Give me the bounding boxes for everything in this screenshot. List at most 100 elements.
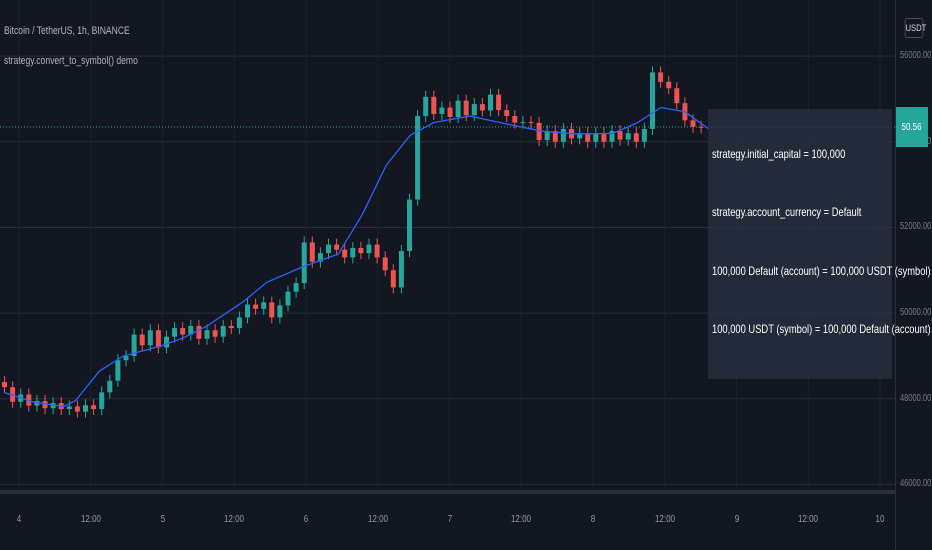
candle-body	[139, 334, 145, 346]
candle-body	[471, 104, 477, 116]
info-line-initial-capital: strategy.initial_capital = 100,000	[712, 147, 846, 161]
candle	[164, 330, 169, 354]
price-tick-label: 52000.00	[900, 221, 932, 233]
symbol-title[interactable]: Bitcoin / TetherUS, 1h, BINANCE	[4, 25, 130, 37]
candle-body	[552, 131, 558, 142]
candle-body	[83, 405, 88, 412]
candle-body	[520, 122, 526, 124]
candle-body	[666, 81, 672, 89]
candle	[253, 298, 259, 315]
candle	[374, 238, 380, 264]
candle-body	[107, 380, 113, 393]
time-tick-label: 12:00	[654, 514, 675, 525]
candle	[528, 116, 534, 129]
candle	[439, 101, 445, 120]
candle	[285, 285, 291, 312]
price-tick-label: 48000.00	[900, 392, 932, 404]
candle-body	[415, 116, 421, 200]
candle	[577, 127, 583, 145]
candle-body	[155, 330, 161, 348]
candle-body	[285, 291, 291, 306]
candle-body	[593, 133, 599, 142]
candle	[196, 319, 202, 345]
candle	[236, 311, 242, 335]
candle	[650, 66, 655, 135]
candle	[407, 193, 412, 257]
candle	[83, 399, 88, 418]
price-tick-label: 50000.00	[900, 307, 932, 319]
candle-body	[528, 122, 534, 124]
price-tick-label: 46000.00	[900, 478, 932, 490]
candle-body	[601, 133, 607, 142]
time-tick-label: 8	[590, 514, 596, 525]
candle	[301, 236, 307, 290]
study-title[interactable]: strategy.convert_to_symbol() demo	[4, 55, 138, 67]
candle	[155, 324, 161, 354]
candle-body	[544, 131, 550, 141]
candle-body	[10, 387, 16, 402]
time-tick-label: 7	[447, 514, 452, 525]
time-tick-label: 4	[16, 514, 22, 525]
candle	[520, 116, 526, 129]
candle-body	[228, 325, 234, 329]
candle	[309, 236, 315, 268]
moving-average-line	[3, 106, 710, 408]
candle-body	[463, 100, 469, 116]
candle-body	[577, 133, 583, 139]
candle-body	[188, 325, 194, 335]
candle-body	[431, 96, 437, 114]
candle	[431, 90, 437, 120]
candle	[91, 399, 97, 416]
candle-body	[650, 72, 655, 129]
time-tick-label: 10	[875, 514, 885, 525]
candle-body	[698, 126, 704, 128]
candle	[536, 116, 542, 147]
candle	[658, 66, 664, 88]
candle	[212, 324, 218, 343]
price-tick-label: 56000.00	[900, 50, 932, 62]
strategy-info-panel: strategy.initial_capital = 100,000 strat…	[708, 109, 931, 379]
candle-body	[236, 317, 242, 329]
chart-legend: Bitcoin / TetherUS, 1h, BINANCE strategy…	[4, 24, 138, 84]
candle	[366, 238, 372, 260]
candle	[479, 98, 485, 117]
time-tick-label: 5	[160, 514, 165, 525]
candle	[641, 122, 647, 148]
candle-body	[366, 244, 372, 254]
current-price-label: 50.56	[901, 121, 923, 133]
candle	[188, 319, 194, 341]
candle-body	[91, 405, 97, 410]
candle-body	[334, 244, 340, 250]
candle-body	[245, 304, 250, 318]
candle-body	[220, 325, 226, 337]
candle	[674, 82, 680, 110]
candle-body	[2, 382, 7, 388]
info-line-symbol-to-account: 100,000 USDT (symbol) = 100,000 Default …	[712, 322, 931, 336]
candle-body	[277, 305, 283, 318]
candle-body	[50, 403, 56, 409]
candle-body	[42, 400, 48, 409]
candle	[666, 75, 672, 95]
candle	[326, 238, 331, 260]
candle-body	[164, 336, 169, 348]
candle-body	[496, 94, 502, 111]
candle-body	[317, 253, 323, 262]
candle	[496, 88, 502, 117]
candle	[625, 127, 631, 146]
current-price-badge: 50.56	[896, 107, 928, 147]
candle	[74, 400, 80, 418]
candle-body	[625, 133, 631, 140]
candle-body	[488, 94, 493, 111]
info-line-account-currency: strategy.account_currency = Default	[712, 205, 862, 219]
candle	[398, 245, 404, 294]
candle-body	[180, 328, 186, 335]
currency-button[interactable]: USDT	[904, 18, 926, 38]
candle-body	[147, 330, 153, 346]
candle	[2, 376, 7, 394]
candle	[423, 90, 429, 123]
candle	[342, 243, 348, 264]
candle	[415, 110, 421, 206]
candle-body	[326, 244, 331, 254]
candle-body	[658, 72, 664, 82]
